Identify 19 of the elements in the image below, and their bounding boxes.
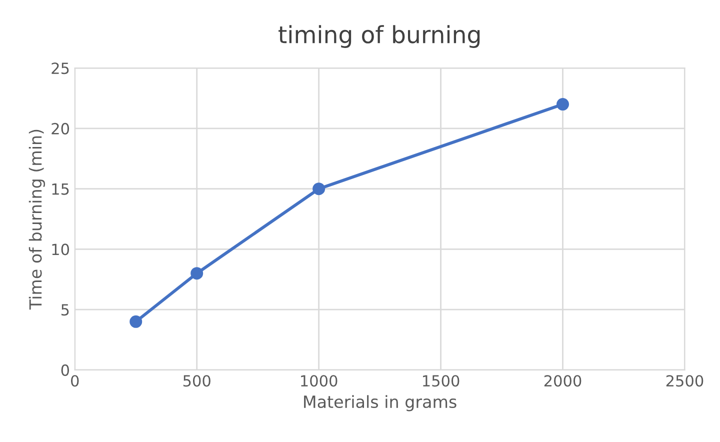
point	[130, 315, 142, 328]
x-tick-label: 2500	[666, 375, 704, 387]
y-tick-label: 0	[61, 364, 70, 376]
y-tick-label: 20	[52, 122, 70, 134]
y-tick-label: 25	[52, 62, 69, 74]
chart-title: timing of burning	[278, 25, 480, 48]
x-axis-title: Materials in grams	[304, 395, 456, 412]
x-tick-label: 1500	[423, 375, 460, 387]
y-tick-label: 5	[61, 304, 69, 316]
y-tick-label: 15	[52, 183, 69, 195]
x-tick-label: 1000	[301, 375, 338, 387]
x-tick-label: 500	[183, 375, 210, 387]
point	[556, 98, 569, 111]
x-tick-label: 2000	[544, 375, 582, 387]
y-tick-label: 10	[52, 244, 70, 256]
y-axis-title: Time of burning (min)	[28, 130, 46, 310]
x-tick-label: 0	[71, 375, 79, 387]
point	[190, 267, 204, 280]
point	[312, 182, 326, 196]
